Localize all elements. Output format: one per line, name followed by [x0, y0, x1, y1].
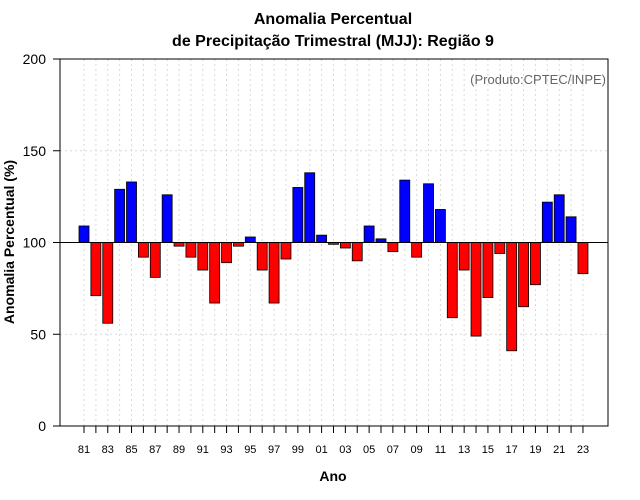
- bar-2008: [399, 179, 411, 243]
- bar-1981: [78, 225, 90, 243]
- x-tick-label: 21: [553, 444, 565, 456]
- bar-1991: [197, 242, 209, 271]
- bar-2021: [553, 194, 565, 243]
- y-axis: 0 50 100 150 200: [23, 51, 60, 434]
- bar-1998: [280, 242, 292, 260]
- x-tick-label: 09: [411, 444, 423, 456]
- x-tick-label: 03: [339, 444, 351, 456]
- y-tick-label: 0: [38, 418, 46, 434]
- bar-1993: [221, 242, 232, 264]
- bar-1994: [233, 242, 244, 247]
- bar-1995: [244, 236, 256, 243]
- x-tick-label: 87: [149, 444, 161, 456]
- bar-2019: [530, 242, 541, 286]
- bar-1985: [126, 181, 137, 243]
- bar-2006: [375, 238, 387, 243]
- bar-2004: [351, 242, 363, 262]
- x-tick-label: 13: [458, 444, 470, 456]
- bar-2014: [470, 242, 482, 337]
- bar-2000: [304, 172, 316, 243]
- x-tick-label: 89: [173, 444, 185, 456]
- x-tick-label: 23: [577, 444, 589, 456]
- bar-2005: [363, 225, 375, 243]
- x-tick-label: 95: [244, 444, 256, 456]
- bar-2022: [565, 216, 577, 243]
- bar-2003: [339, 242, 351, 249]
- x-tick-label: 91: [197, 444, 209, 456]
- bar-2015: [482, 242, 494, 298]
- bar-2018: [518, 242, 529, 308]
- x-tick-label: 01: [315, 444, 327, 456]
- bar-1989: [173, 242, 185, 247]
- x-axis: 81 83 85 87 89 91 93 95 97 99 01 03 05 07 09 11 13 15 17 19…: [78, 426, 589, 456]
- x-tick-label: 93: [220, 444, 232, 456]
- bar-1999: [292, 187, 304, 243]
- y-axis-label: Anomalia Percentual (%): [1, 160, 17, 324]
- bar-1992: [209, 242, 221, 304]
- y-tick-label: 150: [23, 143, 47, 159]
- y-tick-label: 100: [23, 235, 47, 251]
- x-tick-label: 11: [435, 444, 446, 456]
- x-tick-label: 05: [363, 444, 375, 456]
- x-tick-label: 99: [292, 444, 304, 456]
- bar-1990: [185, 242, 197, 258]
- bar-1997: [268, 242, 280, 304]
- bar-2020: [541, 201, 553, 243]
- bar-2013: [458, 242, 470, 271]
- x-axis-label: Ano: [319, 468, 346, 484]
- bar-2017: [506, 242, 518, 352]
- bar-2012: [446, 242, 458, 319]
- x-tick-label: 83: [102, 444, 114, 456]
- bar-1987: [149, 242, 161, 278]
- bar-1982: [90, 242, 102, 297]
- x-tick-label: 07: [387, 444, 399, 456]
- bar-2009: [411, 242, 423, 258]
- bar-2001: [316, 234, 328, 243]
- chart-title-line2: de Precipitação Trimestral (MJJ): Região…: [172, 33, 494, 50]
- y-tick-label: 200: [23, 51, 47, 67]
- bar-1988: [161, 194, 173, 243]
- bar-2016: [494, 242, 506, 254]
- bar-1984: [114, 188, 126, 243]
- bar-1986: [137, 242, 149, 258]
- x-tick-label: 97: [268, 444, 280, 456]
- bar-2007: [387, 242, 399, 253]
- x-tick-label: 85: [125, 444, 137, 456]
- bar-1996: [256, 242, 268, 271]
- bar-2011: [434, 209, 446, 243]
- bar-2010: [423, 183, 434, 243]
- chart-title-line1: Anomalia Percentual: [254, 11, 412, 28]
- x-tick-label: 15: [482, 444, 494, 456]
- credit-label: (Produto:CPTEC/INPE): [470, 72, 606, 87]
- x-tick-label: 81: [78, 444, 90, 456]
- bar-2023: [577, 242, 589, 275]
- bar-1983: [102, 242, 114, 324]
- x-tick-label: 19: [529, 444, 541, 456]
- y-tick-label: 50: [30, 326, 46, 342]
- x-tick-label: 17: [506, 444, 518, 456]
- bar-series: [78, 172, 589, 352]
